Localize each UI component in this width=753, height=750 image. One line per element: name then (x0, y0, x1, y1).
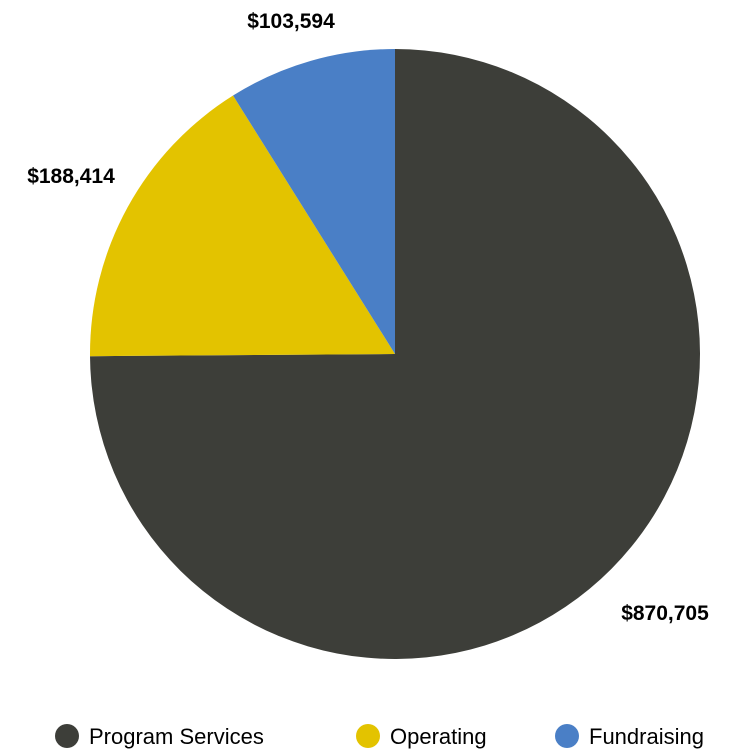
pie-slices (90, 49, 700, 659)
legend-item: Operating (356, 724, 487, 749)
slice-value-label: $188,414 (27, 165, 115, 188)
legend-swatch (55, 724, 79, 748)
slice-value-label: $103,594 (247, 10, 335, 33)
legend-label: Program Services (89, 724, 264, 749)
pie-slice-fundraising (233, 49, 395, 354)
legend-label: Fundraising (589, 724, 704, 749)
legend-swatch (555, 724, 579, 748)
slice-value-label: $870,705 (621, 602, 709, 625)
pie-slice-operating (90, 95, 395, 357)
legend: Program Services Operating Fundraising (55, 724, 704, 749)
legend-item: Program Services (55, 724, 264, 749)
legend-swatch (356, 724, 380, 748)
legend-label: Operating (390, 724, 487, 749)
pie-slice-program-services (90, 49, 700, 659)
legend-item: Fundraising (555, 724, 704, 749)
slice-labels: $870,705 $188,414 $103,594 (27, 10, 709, 625)
